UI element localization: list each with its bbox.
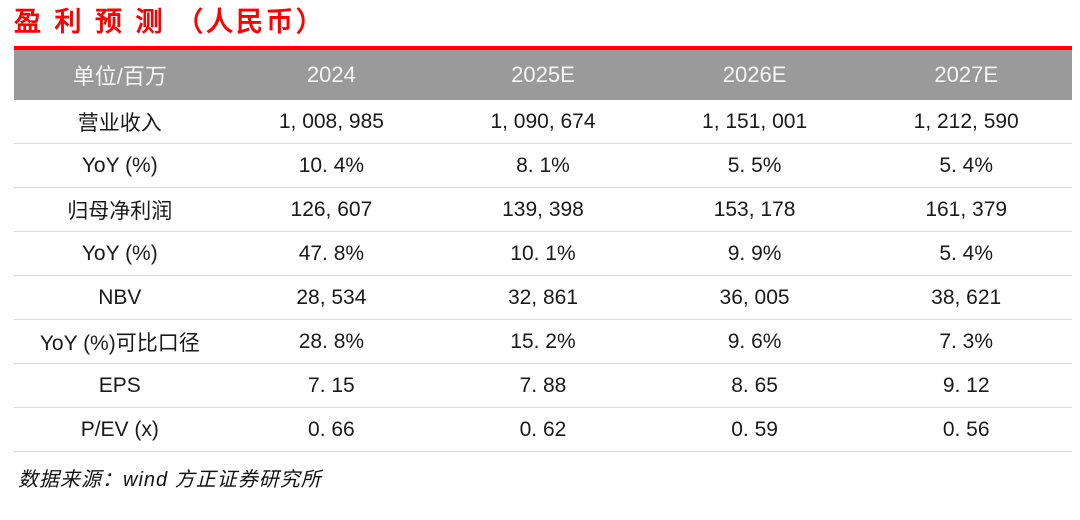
col-header-2027e: 2027E xyxy=(860,48,1072,100)
col-header-unit: 单位/百万 xyxy=(14,48,226,100)
row-label: YoY (%) xyxy=(14,231,226,276)
earnings-forecast-table: 单位/百万 2024 2025E 2026E 2027E 营业收入 1, 008… xyxy=(14,46,1072,452)
cell: 5. 5% xyxy=(648,143,861,188)
cell: 1, 212, 590 xyxy=(860,100,1072,144)
cell: 8. 1% xyxy=(437,143,649,188)
table-row-net-profit-yoy: YoY (%) 47. 8% 10. 1% 9. 9% 5. 4% xyxy=(14,231,1072,276)
cell: 5. 4% xyxy=(860,231,1072,276)
cell: 36, 005 xyxy=(648,275,861,320)
cell: 0. 62 xyxy=(437,407,649,452)
cell: 15. 2% xyxy=(437,319,649,364)
page-title: 盈 利 预 测 （人民币） xyxy=(14,7,327,37)
row-label: 归母净利润 xyxy=(14,187,226,232)
cell: 0. 59 xyxy=(648,407,861,452)
row-label: YoY (%) xyxy=(14,143,226,188)
row-label: P/EV (x) xyxy=(14,407,226,452)
row-label: YoY (%)可比口径 xyxy=(14,319,226,364)
cell: 47. 8% xyxy=(225,231,438,276)
row-label: 营业收入 xyxy=(14,100,226,144)
cell: 1, 008, 985 xyxy=(225,100,438,144)
cell: 139, 398 xyxy=(437,187,649,232)
cell: 5. 4% xyxy=(860,143,1072,188)
cell: 28, 534 xyxy=(225,275,438,320)
row-label: EPS xyxy=(14,363,226,408)
cell: 32, 861 xyxy=(437,275,649,320)
col-header-2026e: 2026E xyxy=(648,48,861,100)
cell: 38, 621 xyxy=(860,275,1072,320)
cell: 28. 8% xyxy=(225,319,438,364)
table-row-revenue-yoy: YoY (%) 10. 4% 8. 1% 5. 5% 5. 4% xyxy=(14,143,1072,188)
table-row-p-ev: P/EV (x) 0. 66 0. 62 0. 59 0. 56 xyxy=(14,407,1072,452)
col-header-2025e: 2025E xyxy=(437,48,649,100)
table-row-eps: EPS 7. 15 7. 88 8. 65 9. 12 xyxy=(14,363,1072,408)
cell: 1, 090, 674 xyxy=(437,100,649,144)
cell: 8. 65 xyxy=(648,363,861,408)
cell: 10. 1% xyxy=(437,231,649,276)
row-label: NBV xyxy=(14,275,226,320)
cell: 10. 4% xyxy=(225,143,438,188)
cell: 7. 3% xyxy=(860,319,1072,364)
table-row-nbv-yoy-comparable: YoY (%)可比口径 28. 8% 15. 2% 9. 6% 7. 3% xyxy=(14,319,1072,364)
cell: 0. 66 xyxy=(225,407,438,452)
cell: 7. 15 xyxy=(225,363,438,408)
cell: 1, 151, 001 xyxy=(648,100,861,144)
col-header-2024: 2024 xyxy=(225,48,438,100)
cell: 126, 607 xyxy=(225,187,438,232)
cell: 9. 12 xyxy=(860,363,1072,408)
cell: 153, 178 xyxy=(648,187,861,232)
cell: 9. 6% xyxy=(648,319,861,364)
cell: 161, 379 xyxy=(860,187,1072,232)
table-header-row: 单位/百万 2024 2025E 2026E 2027E xyxy=(14,48,1072,100)
table-row-nbv: NBV 28, 534 32, 861 36, 005 38, 621 xyxy=(14,275,1072,320)
cell: 9. 9% xyxy=(648,231,861,276)
table-row-net-profit: 归母净利润 126, 607 139, 398 153, 178 161, 37… xyxy=(14,187,1072,232)
cell: 7. 88 xyxy=(437,363,649,408)
data-source-note: 数据来源：wind 方正证券研究所 xyxy=(18,469,322,491)
cell: 0. 56 xyxy=(860,407,1072,452)
table-row-revenue: 营业收入 1, 008, 985 1, 090, 674 1, 151, 001… xyxy=(14,100,1072,144)
